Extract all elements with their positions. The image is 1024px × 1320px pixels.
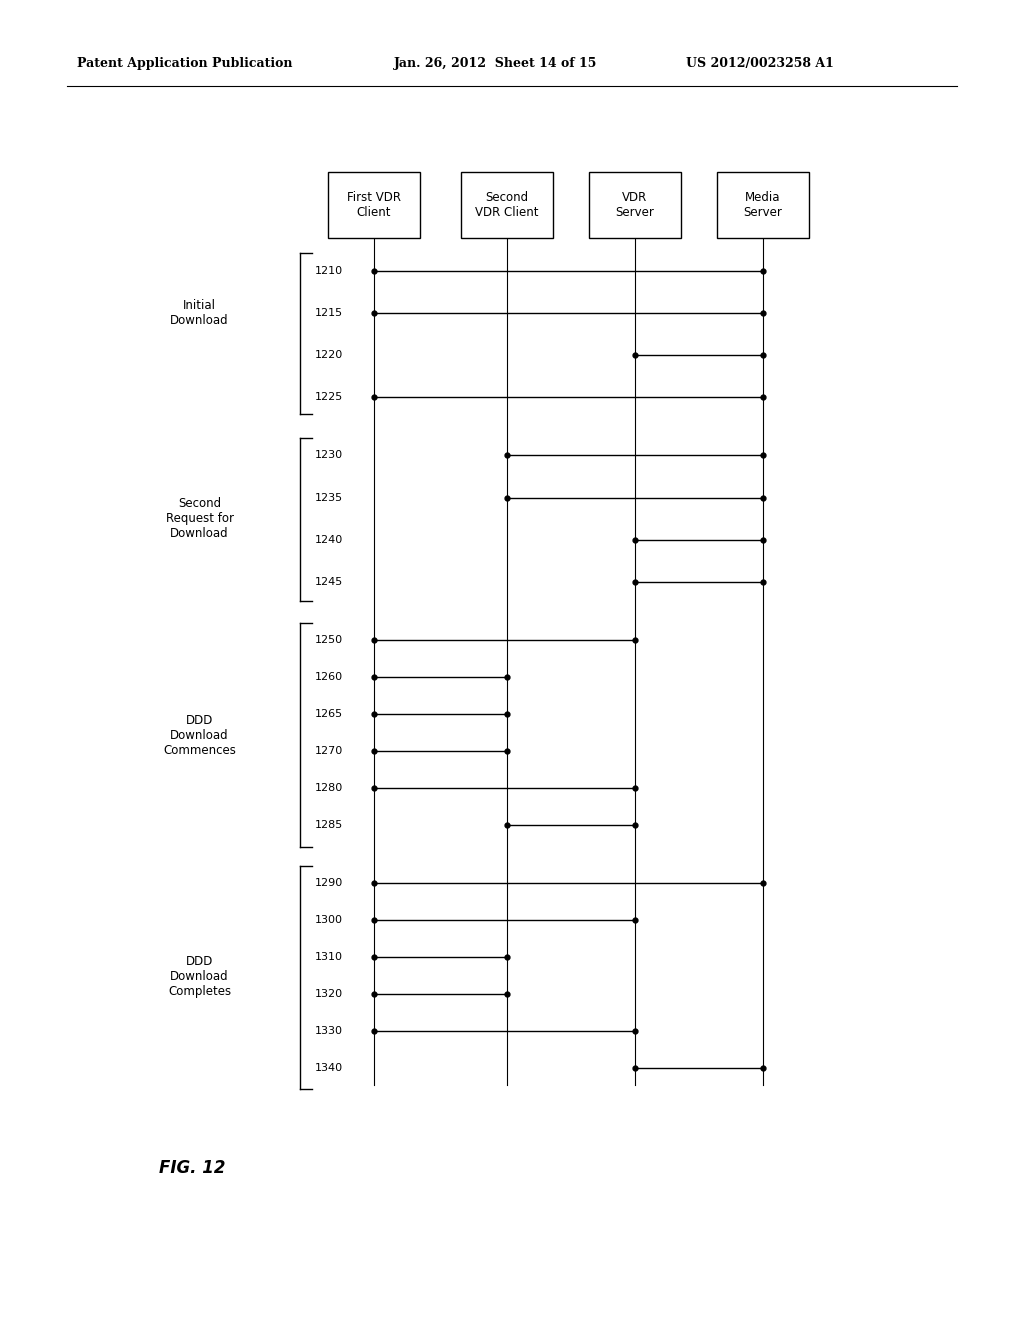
Text: 1320: 1320: [314, 989, 342, 999]
Text: DDD
Download
Completes: DDD Download Completes: [168, 956, 231, 998]
Text: 1330: 1330: [314, 1026, 342, 1036]
Text: 1245: 1245: [314, 577, 343, 587]
Text: Second
Request for
Download: Second Request for Download: [166, 498, 233, 540]
Text: 1230: 1230: [314, 450, 342, 461]
Text: 1225: 1225: [314, 392, 343, 403]
Text: 1290: 1290: [314, 878, 343, 888]
Text: 1215: 1215: [314, 308, 342, 318]
Text: 1285: 1285: [314, 820, 343, 830]
Bar: [461, 172, 553, 238]
Bar: [328, 172, 420, 238]
Text: 1270: 1270: [314, 746, 343, 756]
Text: First VDR
Client: First VDR Client: [347, 190, 400, 219]
Text: 1260: 1260: [314, 672, 342, 682]
Text: 1210: 1210: [314, 265, 342, 276]
Text: 1265: 1265: [314, 709, 342, 719]
Text: 1240: 1240: [314, 535, 343, 545]
Text: 1300: 1300: [314, 915, 342, 925]
Text: Jan. 26, 2012  Sheet 14 of 15: Jan. 26, 2012 Sheet 14 of 15: [394, 57, 598, 70]
Text: VDR
Server: VDR Server: [615, 190, 654, 219]
Bar: [717, 172, 809, 238]
Text: 1220: 1220: [314, 350, 343, 360]
Text: FIG. 12: FIG. 12: [159, 1159, 225, 1177]
Text: Second
VDR Client: Second VDR Client: [475, 190, 539, 219]
Text: Media
Server: Media Server: [743, 190, 782, 219]
Text: DDD
Download
Commences: DDD Download Commences: [163, 714, 237, 756]
Text: 1340: 1340: [314, 1063, 342, 1073]
Text: US 2012/0023258 A1: US 2012/0023258 A1: [686, 57, 834, 70]
Bar: [589, 172, 681, 238]
Text: 1280: 1280: [314, 783, 343, 793]
Text: Initial
Download: Initial Download: [170, 298, 229, 327]
Text: Patent Application Publication: Patent Application Publication: [77, 57, 292, 70]
Text: 1250: 1250: [314, 635, 342, 645]
Text: 1310: 1310: [314, 952, 342, 962]
Text: 1235: 1235: [314, 492, 342, 503]
